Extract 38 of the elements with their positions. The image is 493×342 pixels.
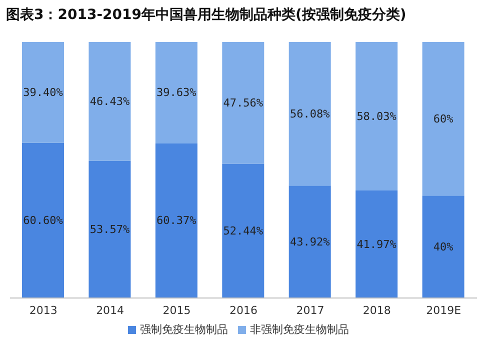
legend-label: 非强制免疫生物制品 bbox=[250, 323, 349, 336]
x-tick-label: 2016 bbox=[230, 304, 258, 317]
bar bbox=[422, 196, 464, 298]
bar bbox=[356, 190, 398, 298]
bar bbox=[356, 42, 398, 191]
data-label: 60.37% bbox=[156, 214, 197, 228]
x-tick-label: 2018 bbox=[362, 304, 391, 317]
bar bbox=[155, 42, 198, 144]
x-tick-label: 2015 bbox=[162, 304, 191, 317]
bar bbox=[88, 42, 131, 161]
bar bbox=[222, 164, 264, 298]
data-label: 53.57% bbox=[90, 222, 130, 236]
data-label: 40% bbox=[433, 240, 454, 254]
bar bbox=[288, 42, 331, 186]
chart-title: 图表3：2013-2019年中国兽用生物制品种类(按强制免疫分类) bbox=[5, 6, 408, 25]
bar bbox=[155, 143, 198, 298]
bar bbox=[22, 142, 64, 298]
bar bbox=[88, 160, 131, 298]
legend-label: 强制免疫生物制品 bbox=[140, 323, 228, 336]
data-label: 47.56% bbox=[223, 96, 264, 110]
x-tick-label: 2014 bbox=[96, 304, 124, 317]
x-tick-label: 2013 bbox=[29, 304, 58, 317]
data-label: 52.44% bbox=[223, 224, 264, 238]
data-label: 46.43% bbox=[90, 94, 130, 108]
data-label: 41.97% bbox=[356, 238, 397, 251]
data-label: 60% bbox=[433, 112, 454, 126]
bar bbox=[422, 42, 464, 196]
data-label: 39.40% bbox=[23, 86, 64, 99]
bar bbox=[22, 42, 64, 143]
data-label: 60.60% bbox=[23, 214, 64, 227]
x-tick-label: 2019E bbox=[426, 304, 462, 317]
x-tick-label: 2017 bbox=[296, 304, 324, 317]
data-label: 43.92% bbox=[290, 235, 330, 248]
data-label: 56.08% bbox=[290, 107, 330, 120]
data-label: 58.03% bbox=[356, 110, 397, 123]
bar bbox=[288, 186, 331, 298]
data-label: 39.63% bbox=[156, 86, 197, 100]
bar bbox=[222, 42, 264, 164]
